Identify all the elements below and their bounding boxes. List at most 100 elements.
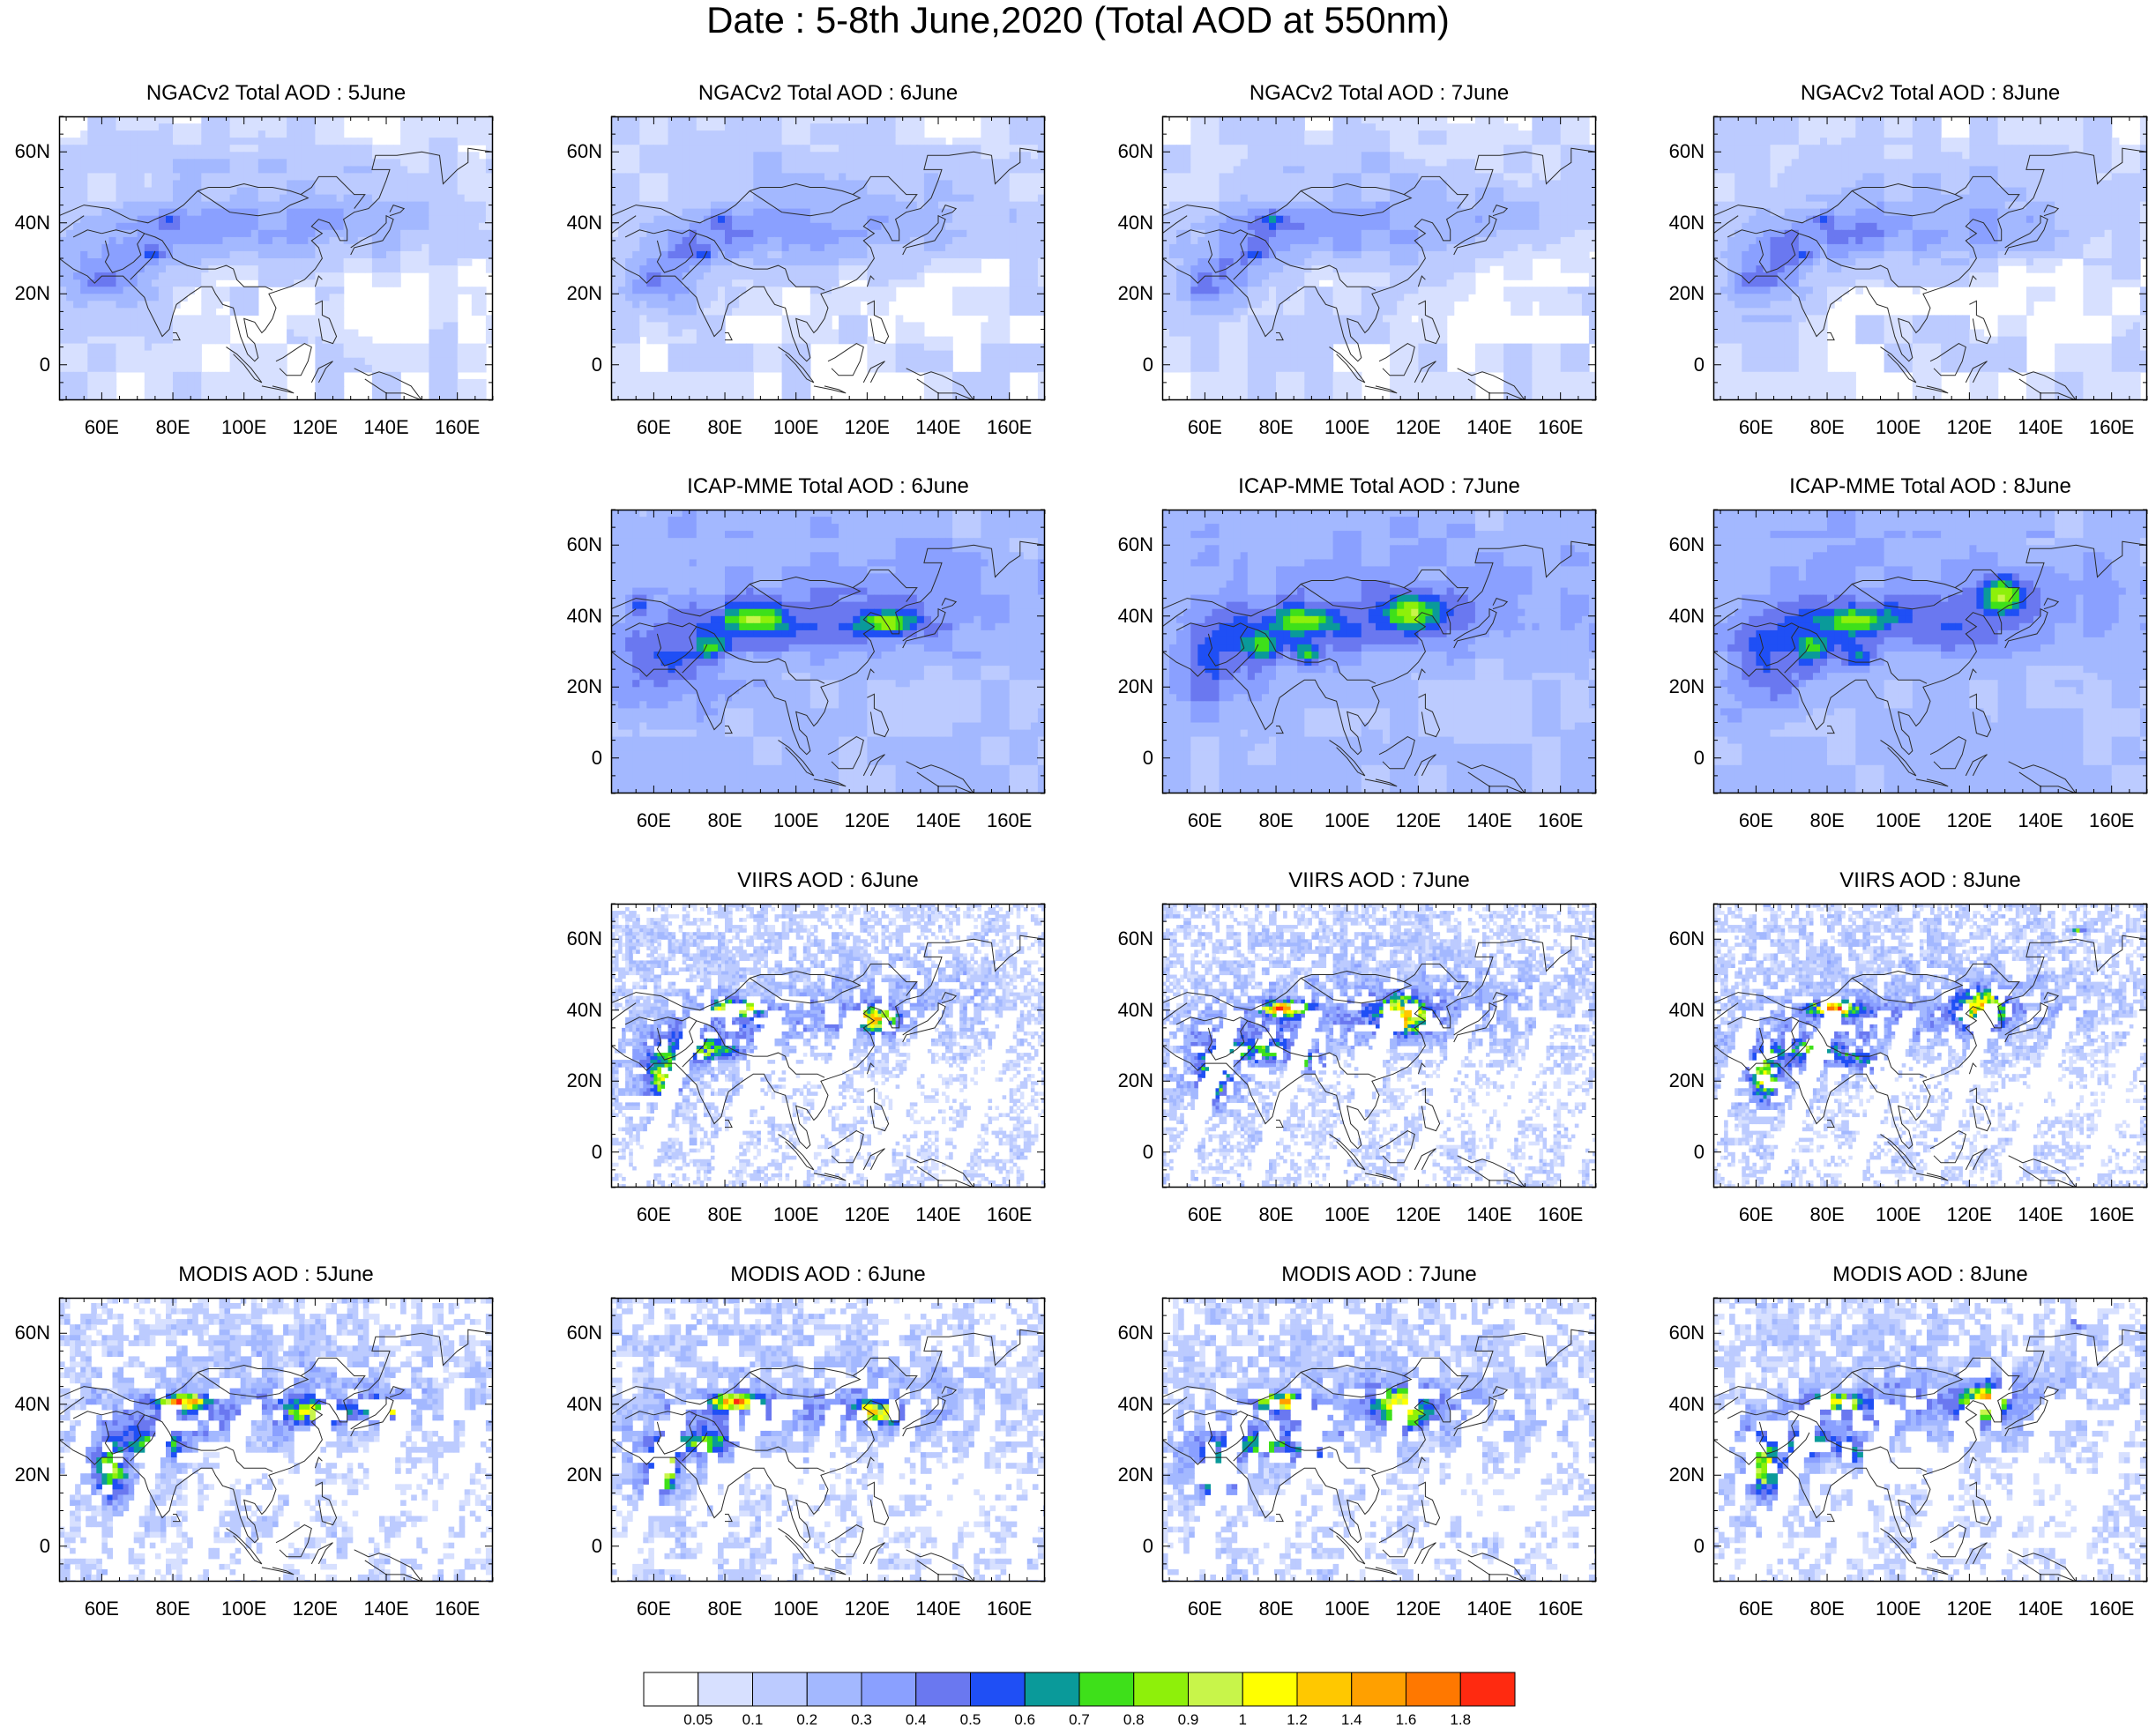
lat-tick-label: 40N xyxy=(1104,1001,1153,1020)
lat-tick-label: 40N xyxy=(1,1395,50,1414)
colorbar-swatch xyxy=(971,1672,1026,1706)
lon-tick-label: 60E xyxy=(1720,1205,1791,1225)
colorbar-swatch xyxy=(753,1672,808,1706)
lat-tick-label: 0 xyxy=(553,1537,602,1556)
aod-map xyxy=(611,1298,1045,1582)
panel-title: MODIS AOD : 7June xyxy=(1109,1262,1649,1287)
lon-tick-label: 160E xyxy=(2077,418,2147,437)
panel-title: NGACv2 Total AOD : 6June xyxy=(558,81,1098,106)
lon-tick-label: 140E xyxy=(903,1599,974,1619)
colorbar-label: 0.4 xyxy=(894,1712,938,1727)
lon-tick-label: 60E xyxy=(618,418,689,437)
lat-tick-label: 0 xyxy=(553,1143,602,1162)
colorbar-label: 0.3 xyxy=(839,1712,884,1727)
aod-map xyxy=(1713,904,2147,1188)
figure-title: Date : 5-8th June,2020 (Total AOD at 550… xyxy=(0,0,2156,41)
lat-tick-label: 60N xyxy=(1,142,50,161)
colorbar-swatch xyxy=(1406,1672,1461,1706)
lon-tick-label: 140E xyxy=(903,418,974,437)
lon-tick-label: 160E xyxy=(2077,1599,2147,1619)
colorbar-swatch xyxy=(1460,1672,1515,1706)
aod-map xyxy=(1162,510,1596,793)
aod-map xyxy=(611,904,1045,1188)
lon-tick-label: 140E xyxy=(2005,1205,2076,1225)
lat-tick-label: 0 xyxy=(1104,749,1153,768)
colorbar-swatch xyxy=(1242,1672,1297,1706)
lon-tick-label: 80E xyxy=(1792,1205,1862,1225)
lat-tick-label: 40N xyxy=(553,1001,602,1020)
lon-tick-label: 80E xyxy=(1241,1599,1311,1619)
lon-tick-label: 60E xyxy=(66,418,137,437)
lon-tick-label: 160E xyxy=(422,418,493,437)
lon-tick-label: 120E xyxy=(832,1205,902,1225)
lon-tick-label: 140E xyxy=(903,1205,974,1225)
lat-tick-label: 20N xyxy=(553,1071,602,1091)
lat-tick-label: 40N xyxy=(553,1395,602,1414)
lat-tick-label: 20N xyxy=(1655,1071,1705,1091)
lon-tick-label: 80E xyxy=(690,1599,760,1619)
lat-tick-label: 0 xyxy=(1104,1143,1153,1162)
aod-field xyxy=(611,510,1046,801)
lat-tick-label: 0 xyxy=(1,1537,50,1556)
lat-tick-label: 0 xyxy=(1655,355,1705,375)
panel-title: MODIS AOD : 5June xyxy=(6,1262,546,1287)
lon-tick-label: 100E xyxy=(1863,1205,1934,1225)
colorbar-label: 0.9 xyxy=(1167,1712,1211,1727)
panel-title: NGACv2 Total AOD : 5June xyxy=(6,81,546,106)
lon-tick-label: 160E xyxy=(2077,1205,2147,1225)
lat-tick-label: 20N xyxy=(553,284,602,303)
lon-tick-label: 120E xyxy=(280,418,350,437)
lon-tick-label: 60E xyxy=(1169,1205,1240,1225)
lon-tick-label: 80E xyxy=(1241,418,1311,437)
lon-tick-label: 100E xyxy=(1312,418,1383,437)
lat-tick-label: 60N xyxy=(1104,929,1153,949)
lat-tick-label: 20N xyxy=(1655,1465,1705,1485)
lon-tick-label: 60E xyxy=(1169,1599,1240,1619)
lon-tick-label: 60E xyxy=(1720,1599,1791,1619)
lon-tick-label: 100E xyxy=(1312,811,1383,830)
lat-tick-label: 0 xyxy=(1,355,50,375)
lon-tick-label: 120E xyxy=(832,1599,902,1619)
colorbar-label: 0.8 xyxy=(1112,1712,1156,1727)
lat-tick-label: 60N xyxy=(1104,535,1153,555)
lon-tick-label: 100E xyxy=(1312,1205,1383,1225)
colorbar-label: 0.1 xyxy=(731,1712,775,1727)
colorbar-swatch xyxy=(698,1672,753,1706)
aod-field xyxy=(1713,1298,2152,1586)
aod-field xyxy=(611,1298,1049,1586)
lat-tick-label: 60N xyxy=(553,929,602,949)
lon-tick-label: 140E xyxy=(351,418,422,437)
aod-map xyxy=(59,116,493,400)
lon-tick-label: 120E xyxy=(1934,418,2004,437)
lat-tick-label: 60N xyxy=(1,1323,50,1343)
lat-tick-label: 40N xyxy=(1655,1395,1705,1414)
lat-tick-label: 40N xyxy=(1655,1001,1705,1020)
lon-tick-label: 140E xyxy=(2005,1599,2076,1619)
lat-tick-label: 0 xyxy=(1104,355,1153,375)
lon-tick-label: 140E xyxy=(1454,418,1525,437)
lat-tick-label: 40N xyxy=(1655,213,1705,233)
colorbar-label: 0.6 xyxy=(1003,1712,1047,1727)
lat-tick-label: 40N xyxy=(553,213,602,233)
lat-tick-label: 60N xyxy=(1655,1323,1705,1343)
aod-field xyxy=(1162,1298,1600,1586)
colorbar-label: 0.05 xyxy=(676,1712,720,1727)
lat-tick-label: 0 xyxy=(1655,1537,1705,1556)
lat-tick-label: 40N xyxy=(1655,607,1705,626)
colorbar-label: 1 xyxy=(1220,1712,1265,1727)
lon-tick-label: 160E xyxy=(1526,1599,1596,1619)
lon-tick-label: 80E xyxy=(138,418,208,437)
lon-tick-label: 160E xyxy=(974,1205,1045,1225)
aod-map xyxy=(1713,116,2147,400)
aod-map xyxy=(611,116,1045,400)
lon-tick-label: 160E xyxy=(974,811,1045,830)
lon-tick-label: 60E xyxy=(1720,418,1791,437)
